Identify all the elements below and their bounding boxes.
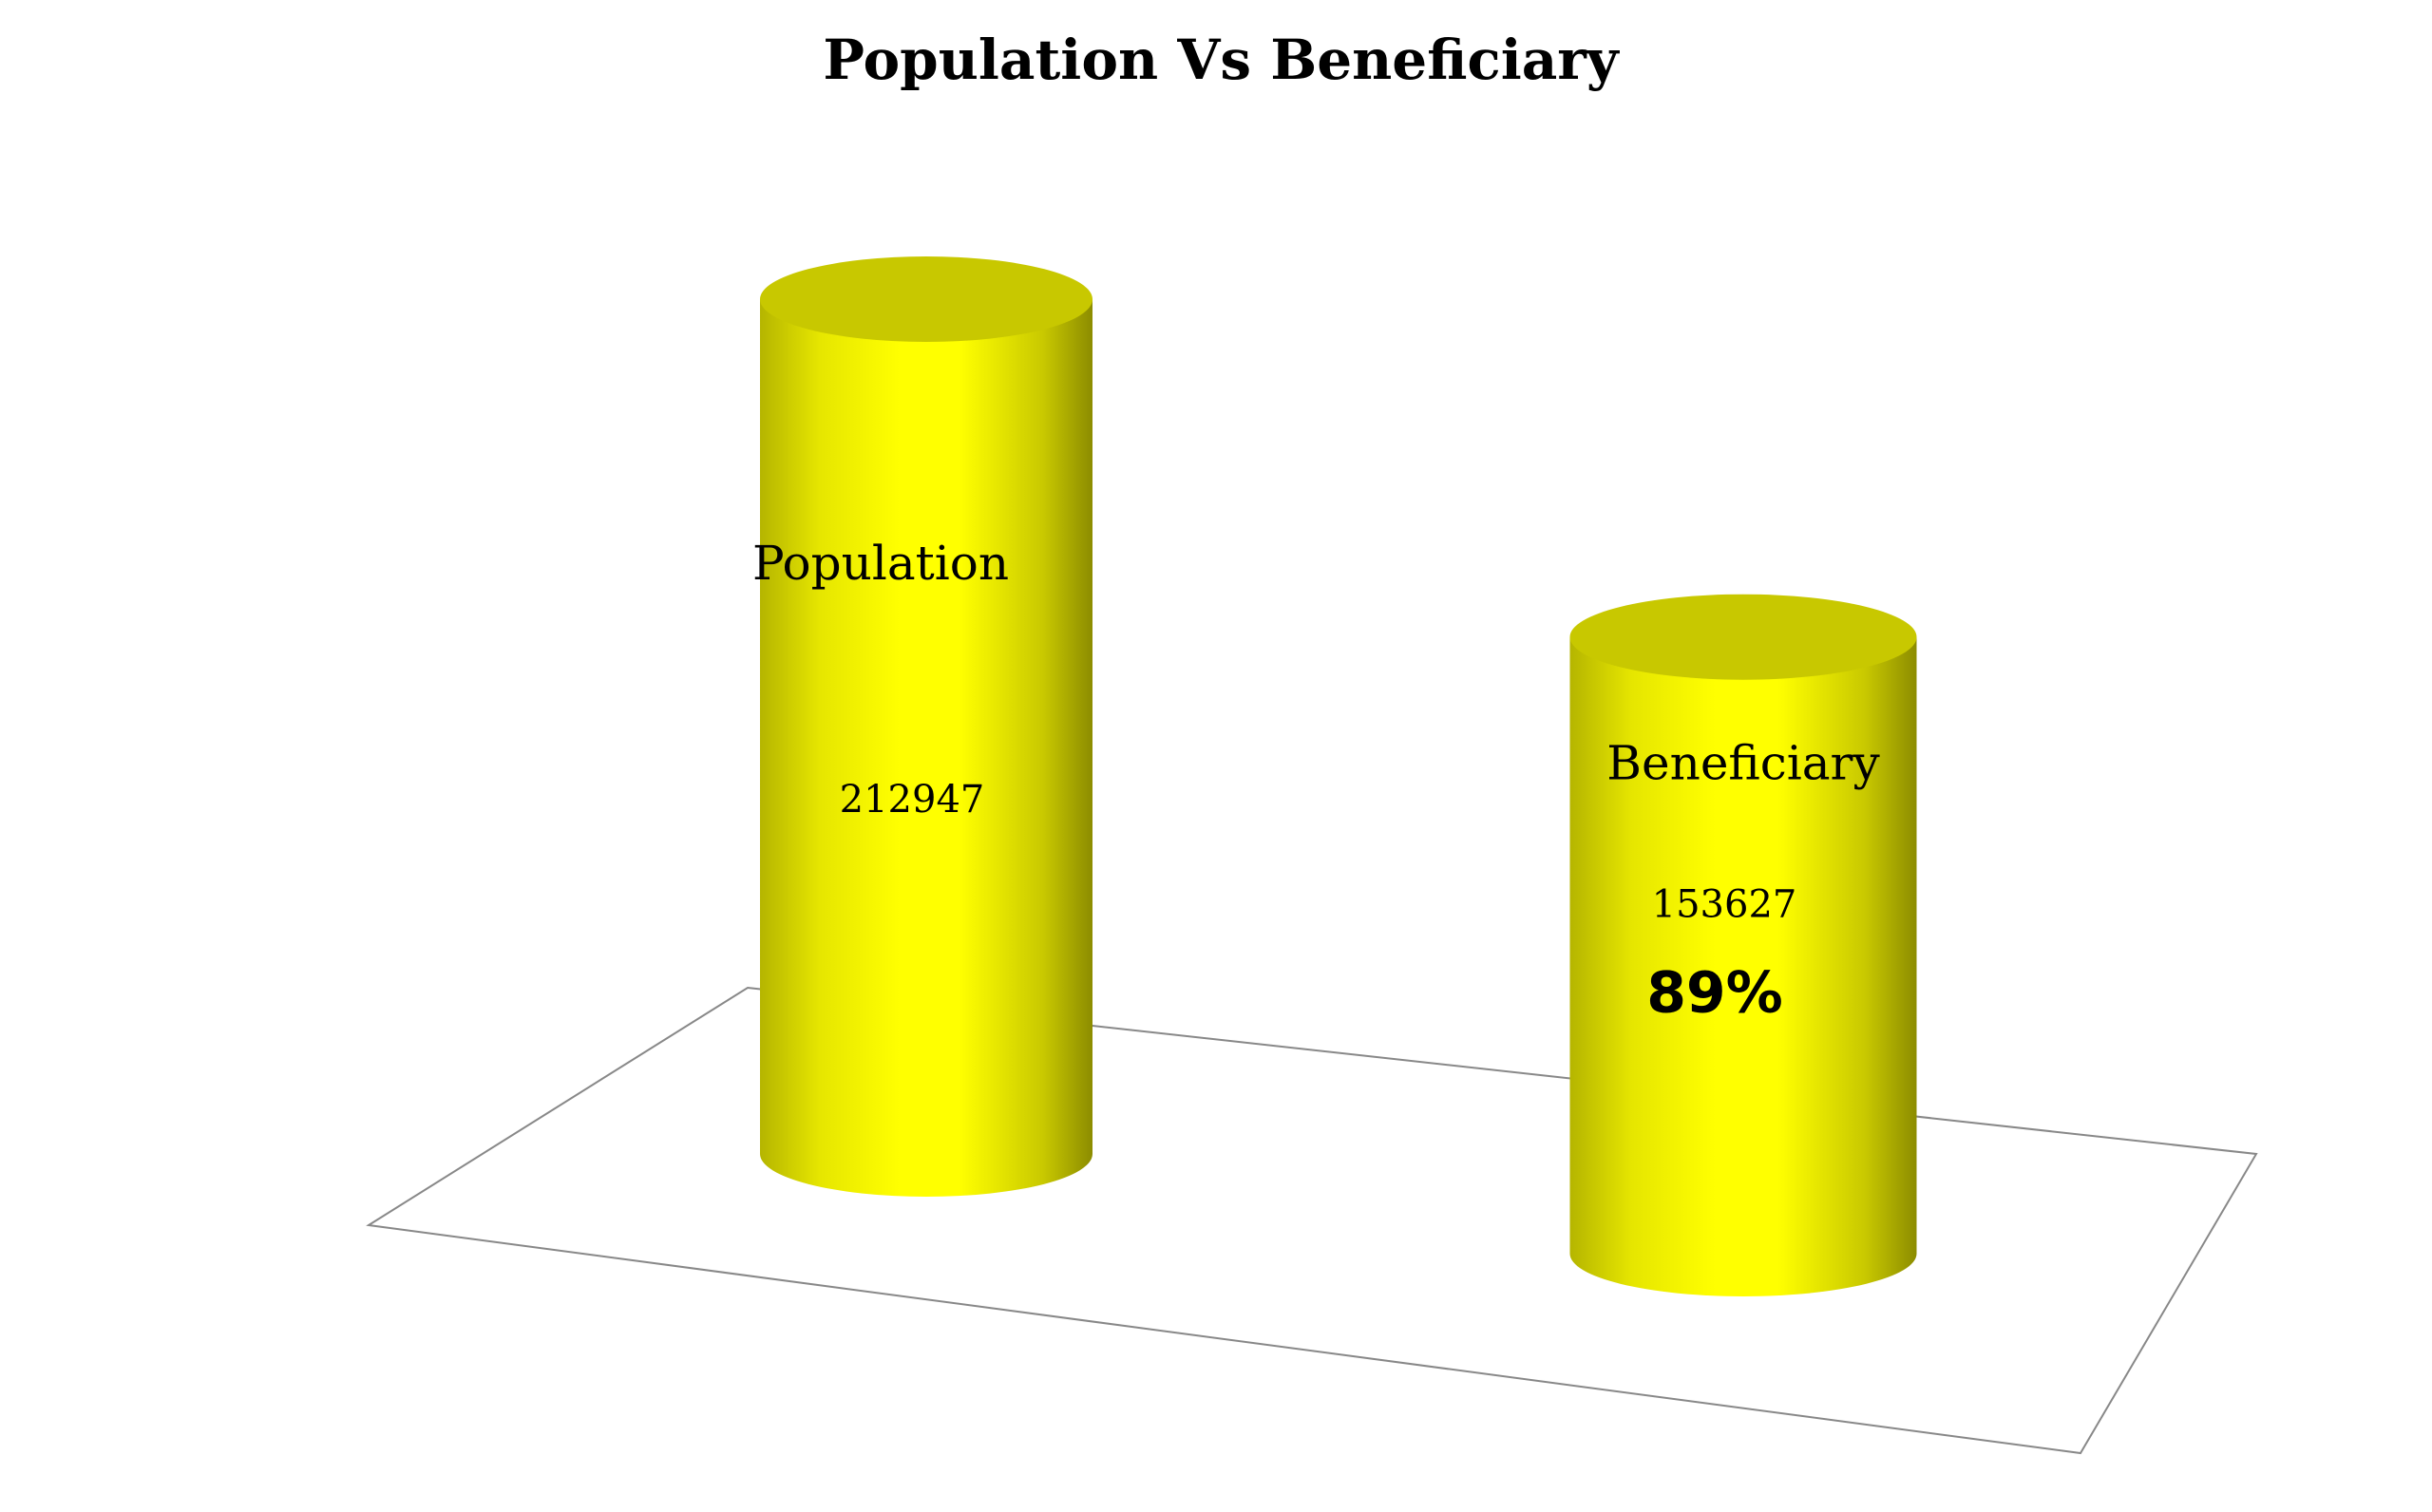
cylinder-body [1569,636,1917,1296]
bar-value-label: 153627 [1652,883,1797,927]
cylinder-bar-beneficiary [1569,594,1917,1296]
cylinder-body [760,299,1092,1197]
bars-layer [760,256,1917,1296]
bar-category-label: Beneficiary [1606,736,1880,791]
bar-category-label: Population [752,536,1009,591]
cylinder-bar-population [760,256,1092,1197]
bar-value-label: 212947 [840,778,985,822]
cylinder-top [1569,594,1917,680]
chart-title: Population Vs Beneficiary [823,28,1620,92]
bar-percent-label: 89% [1646,960,1783,1027]
chart-floor [366,986,2258,1455]
cylinder-top [760,256,1092,342]
labels-layer: Population 212947 Beneficiary 153627 89% [752,536,1881,1027]
